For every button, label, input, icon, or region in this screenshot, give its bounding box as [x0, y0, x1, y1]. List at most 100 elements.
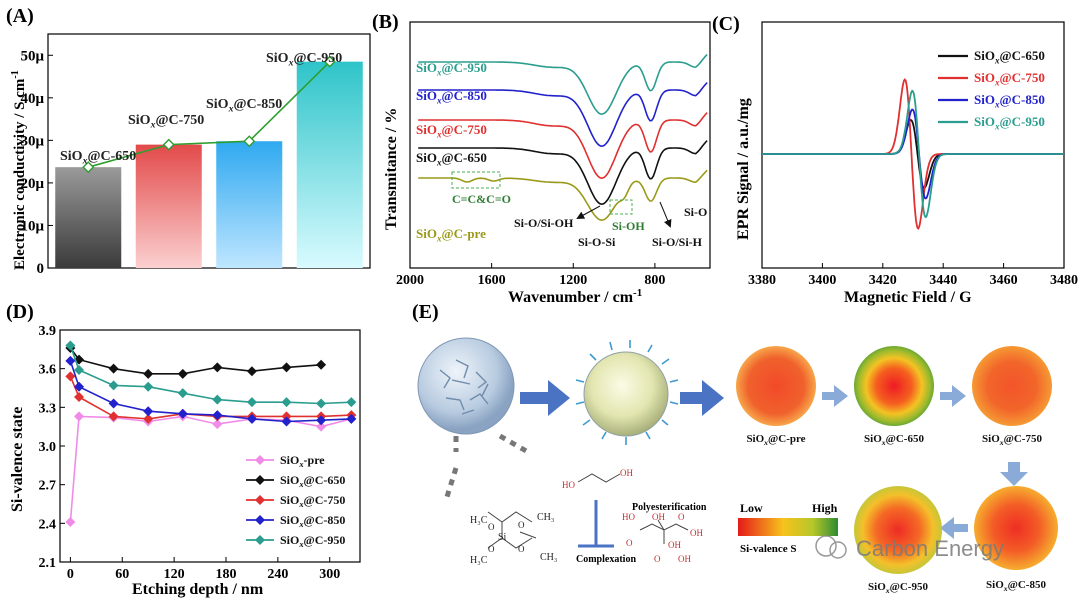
- d-series-marker: [281, 362, 292, 373]
- panel-e-label: (E): [412, 301, 439, 323]
- panel-c-label: (C): [712, 13, 740, 35]
- a-bar-label: SiOx@C-950: [266, 51, 342, 69]
- arrow-left-icon: [940, 517, 968, 539]
- b-annot-text: Si-O-Si: [578, 235, 616, 249]
- arrow-right-icon: [680, 380, 724, 416]
- panel-e: (E) SiOx@C-pre SiOx@C-650 SiOx@C-750 SiOx@C…: [412, 301, 1058, 595]
- d-ytick-label: 3.6: [39, 363, 57, 378]
- panel-d-ylabel: Si-valence state: [9, 407, 26, 512]
- c-xtick-label: 3440: [929, 273, 957, 288]
- d-xtick-label: 120: [164, 567, 185, 582]
- c-legend-label: SiOx@C-850: [974, 92, 1045, 109]
- reaction-t-bar: [578, 500, 614, 548]
- panel-b-label: (B): [372, 11, 399, 33]
- d-series-marker: [143, 406, 154, 417]
- svg-text:O: O: [488, 544, 495, 554]
- d-series-marker: [246, 413, 257, 424]
- d-xtick-label: 180: [215, 567, 236, 582]
- b-annot-text: Si-OH: [612, 219, 645, 233]
- a-ytick-label: 20μ: [20, 176, 44, 192]
- a-trend-marker: [82, 161, 95, 174]
- b-xtick-label: 1600: [478, 273, 506, 288]
- panel-c-ylabel: EPR Signal / a.u./mg: [735, 98, 752, 240]
- b-series-label: SiOx@C-950: [416, 60, 487, 77]
- panel-a-ylabel: Electronic conductivity / S cm-1: [10, 70, 28, 270]
- d-series-marker: [316, 415, 327, 426]
- b-annot-text: C=C&C=O: [452, 192, 511, 206]
- d-legend-label: SiOx@C-950: [280, 533, 345, 549]
- c-xtick-label: 3380: [748, 273, 776, 288]
- svg-text:OH: OH: [668, 540, 681, 550]
- panel-b-ylabel: Transmitance / %: [383, 108, 400, 230]
- watermark: Carbon Energy: [815, 535, 1004, 561]
- a-bar-label: SiOx@C-750: [128, 113, 204, 131]
- d-series-marker: [212, 394, 223, 405]
- d-legend-marker: [255, 535, 265, 545]
- d-series-marker: [108, 398, 119, 409]
- d-series-marker: [108, 380, 119, 391]
- svg-text:HO: HO: [562, 480, 575, 490]
- d-series-marker: [316, 398, 327, 409]
- a-ytick-label: 50μ: [20, 48, 44, 64]
- b-series-curve: [418, 112, 708, 179]
- c-xtick-label: 3460: [990, 273, 1018, 288]
- d-series-marker: [108, 363, 119, 374]
- d-series-marker: [143, 381, 154, 392]
- d-series-marker: [281, 397, 292, 408]
- a-trend-marker: [323, 55, 336, 68]
- d-series-marker: [74, 381, 85, 392]
- c-xtick-label: 3420: [869, 273, 897, 288]
- scale-high-label: High: [812, 501, 838, 515]
- d-ytick-label: 3.3: [39, 401, 57, 416]
- d-series-marker: [212, 419, 223, 430]
- d-series-marker: [246, 366, 257, 377]
- panel-b-plot-frame: [409, 21, 711, 269]
- d-series-marker: [65, 340, 76, 351]
- arrow-right-icon: [520, 380, 570, 416]
- panel-c-xlabel: Magnetic Field / G: [844, 289, 972, 306]
- b-xtick-label: 1200: [559, 273, 587, 288]
- d-xtick-label: 60: [115, 567, 129, 582]
- panel-d: (D) Si-valence state Etching depth / nm …: [6, 301, 361, 598]
- svg-text:OH: OH: [678, 554, 691, 564]
- b-annot-text: Si-O/Si-H: [652, 235, 703, 249]
- d-series-marker: [177, 408, 188, 419]
- precursor-sphere: [417, 337, 515, 435]
- d-series-marker: [346, 397, 357, 408]
- svg-text:H₃C: H₃C: [470, 515, 488, 526]
- b-series-label: SiOx@C-750: [416, 122, 487, 139]
- c-series-curve: [762, 89, 1064, 219]
- a-ytick-label: 30μ: [20, 133, 44, 149]
- d-legend-label: SiOx@C-750: [280, 493, 345, 509]
- d-series-marker: [281, 416, 292, 427]
- b-series-label: SiOx@C-pre: [416, 226, 486, 243]
- d-series-line: [69, 345, 352, 405]
- coated-sphere: [575, 340, 679, 445]
- b-annot-box: [609, 199, 633, 215]
- d-series-marker: [316, 359, 327, 370]
- a-trend-marker: [243, 135, 256, 148]
- svg-text:HO: HO: [622, 512, 635, 522]
- complexation-label: Complexation: [576, 554, 636, 565]
- sphere-850: [974, 486, 1058, 570]
- d-ytick-label: 2.7: [39, 479, 57, 494]
- panel-c-plot-frame: [761, 21, 1065, 269]
- panel-a-plot-frame: [47, 33, 371, 269]
- d-ytick-label: 2.4: [39, 517, 57, 532]
- d-series-marker: [74, 364, 85, 375]
- polyesterification-label: Polyesterification: [632, 502, 707, 513]
- a-bar: [296, 61, 363, 269]
- svg-text:Si: Si: [498, 532, 507, 543]
- e-sphere-label: SiOx@C-650: [864, 433, 924, 447]
- panel-d-label: (D): [6, 301, 34, 323]
- d-series-marker: [246, 397, 257, 408]
- d-series-marker: [143, 368, 154, 379]
- a-ytick-label: 0: [37, 261, 45, 277]
- b-series-curve: [418, 140, 708, 205]
- arrow-right-icon: [822, 385, 848, 407]
- b-annot-text: Si-O/Si-OH: [514, 216, 574, 230]
- e-sphere-label: SiOx@C-pre: [746, 433, 805, 447]
- a-trend-marker: [162, 138, 175, 151]
- svg-text:O: O: [488, 522, 495, 532]
